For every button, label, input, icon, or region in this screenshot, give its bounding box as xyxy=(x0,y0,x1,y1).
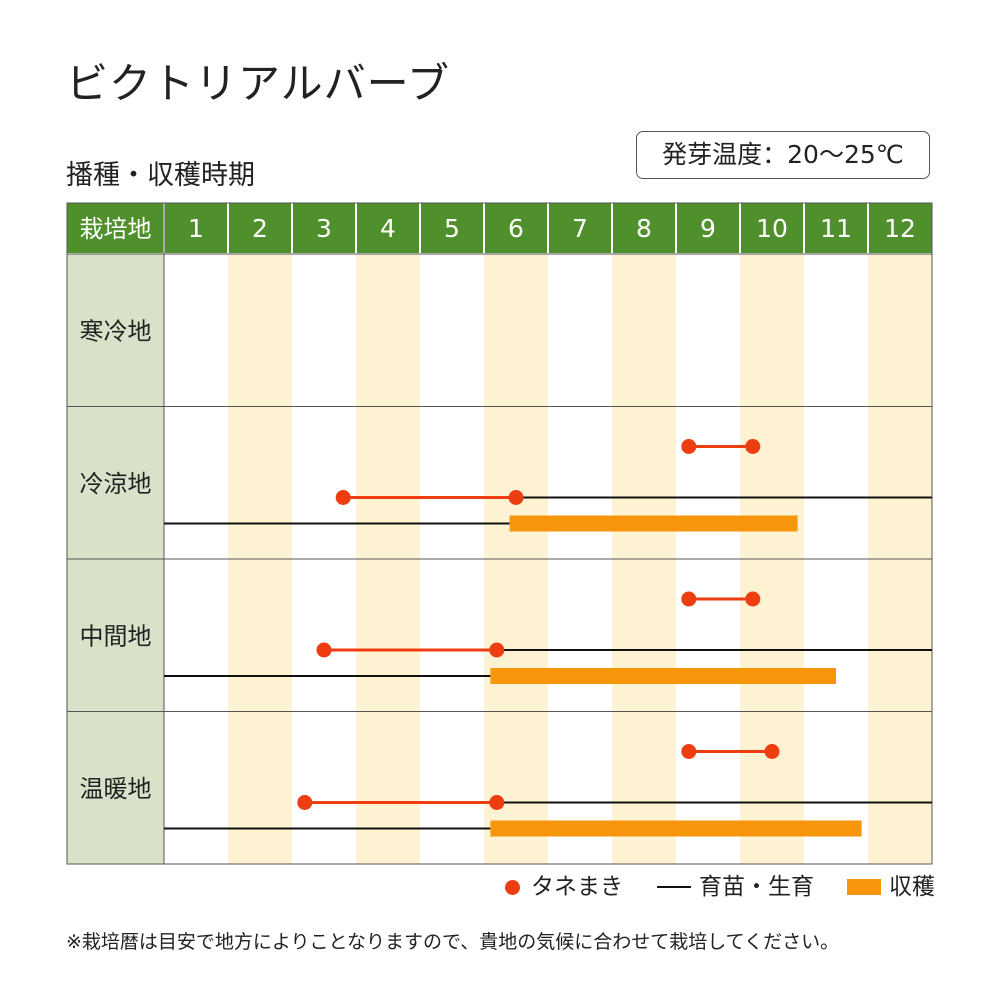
region-cell-4 xyxy=(67,711,164,864)
page-title: ビクトリアルバーブ xyxy=(66,59,451,108)
month-label-3: 3 xyxy=(316,214,332,243)
chart-legend: タネまき 育苗・生育 収穫 xyxy=(505,870,935,904)
region-cell-2 xyxy=(67,406,164,559)
chart-subtitle: 播種・収穫時期 xyxy=(66,160,255,191)
germination-temperature-badge: 発芽温度：20〜25℃ xyxy=(636,131,930,179)
legend-harvest-bar-icon xyxy=(847,879,881,895)
legend-harvest-label: 収穫 xyxy=(889,874,935,900)
row-2-line-2-sowing-end-dot xyxy=(508,490,524,505)
header-corner-label: 栽培地 xyxy=(80,215,152,243)
row-4-line-2-sowing-start-dot xyxy=(297,795,313,810)
region-label-4: 温暖地 xyxy=(80,775,152,803)
row-3-line-1-sowing-start-dot xyxy=(681,591,697,607)
month-label-9: 9 xyxy=(700,214,716,243)
month-label-12: 12 xyxy=(884,214,916,243)
month-label-6: 6 xyxy=(508,214,524,243)
month-label-2: 2 xyxy=(252,214,268,243)
region-label-2: 冷涼地 xyxy=(80,470,152,498)
row-3-line-3-harvest-bar xyxy=(490,668,836,684)
month-label-10: 10 xyxy=(756,214,788,243)
month-label-5: 5 xyxy=(444,214,460,243)
region-cell-3 xyxy=(67,559,164,712)
row-2-line-1-sowing-start-dot xyxy=(681,439,697,454)
row-2-line-2-sowing-start-dot xyxy=(335,490,351,505)
legend-sowing-label: タネまき xyxy=(531,874,623,900)
region-label-3: 中間地 xyxy=(80,622,152,650)
table-border xyxy=(66,202,933,865)
legend-growth-line-icon xyxy=(657,886,691,888)
row-3-line-2-sowing-start-dot xyxy=(316,642,332,658)
row-4-line-3-harvest-bar xyxy=(490,820,862,837)
region-cell-1 xyxy=(67,254,164,407)
row-4-line-1-sowing-start-dot xyxy=(681,744,697,759)
row-3-line-1-sowing-end-dot xyxy=(745,591,761,607)
month-label-4: 4 xyxy=(380,214,396,243)
header-row xyxy=(67,203,932,253)
month-label-8: 8 xyxy=(636,214,652,243)
month-label-1: 1 xyxy=(188,214,204,243)
legend-growth-label: 育苗・生育 xyxy=(699,874,814,900)
row-2-line-3-harvest-bar xyxy=(509,515,798,532)
row-4-line-2-sowing-end-dot xyxy=(489,795,505,810)
legend-sowing-dot-icon xyxy=(505,880,520,895)
month-label-11: 11 xyxy=(820,214,852,243)
month-label-7: 7 xyxy=(572,214,588,243)
row-2-line-1-sowing-end-dot xyxy=(745,439,761,454)
row-4-line-1-sowing-end-dot xyxy=(764,744,780,759)
region-label-1: 寒冷地 xyxy=(80,317,152,345)
footnote: ※栽培暦は目安で地方によりことなりますので、貴地の気候に合わせて栽培してください… xyxy=(66,931,840,953)
row-3-line-2-sowing-end-dot xyxy=(489,642,505,658)
